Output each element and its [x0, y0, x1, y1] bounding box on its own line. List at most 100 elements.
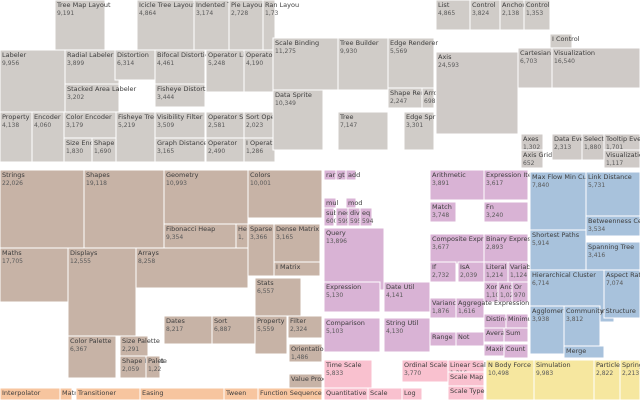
treemap-cell-label: Fn [486, 203, 494, 211]
treemap-cell-value: 2,059 [122, 366, 139, 373]
treemap-cell-label: Merge [566, 347, 586, 355]
treemap-cell [503, 343, 529, 359]
treemap-cell-value: 2,291 [122, 346, 139, 353]
treemap-cell [401, 387, 423, 400]
treemap-cell-label: Easing [142, 389, 164, 397]
treemap-cell-value: 4,461 [157, 60, 174, 67]
treemap-cell-label: Size Palette [122, 337, 160, 345]
treemap-cell [387, 37, 435, 89]
treemap-cell-label: N Body Force [488, 361, 531, 369]
treemap-cell-value: 1,690 [94, 148, 111, 155]
treemap-cell-value: 1,286 [246, 148, 263, 155]
treemap-cell-label: Control [472, 1, 496, 9]
treemap-cell-label: Property [257, 317, 285, 325]
treemap-cell-value: 7,147 [340, 122, 357, 129]
treemap-cell-label: IsA [460, 263, 470, 271]
treemap-cell [523, 0, 551, 31]
treemap-cell-label: Linear Scale [450, 361, 490, 369]
treemap-cell-label: Distortion [117, 51, 149, 59]
treemap-cell-label: mul [326, 199, 338, 207]
treemap-cell [383, 281, 431, 313]
treemap-cell [154, 137, 206, 163]
treemap-cell-label: Binary Expression [486, 235, 544, 243]
treemap-cell-label: Shape Palette [122, 357, 167, 365]
treemap-cell-value: 3,891 [432, 180, 449, 187]
treemap-cell-value: 2,490 [208, 148, 225, 155]
treemap-cell [551, 47, 640, 89]
treemap-cell [429, 169, 485, 201]
treemap-leaf: Tween [223, 387, 259, 400]
treemap-cell-label: Variance [432, 299, 460, 307]
treemap-cell [323, 281, 381, 313]
treemap-cell [533, 359, 595, 400]
treemap-cell [435, 51, 519, 135]
treemap-cell-label: div [350, 209, 360, 217]
treemap-cell-label: Palet [148, 357, 164, 365]
treemap-cell [67, 335, 117, 379]
treemap-cell-value: 3,938 [532, 316, 549, 323]
treemap-cell-value: 1,876 [432, 308, 449, 315]
treemap-cell-label: Betweenness Centrality [588, 217, 640, 225]
treemap-cell-label: Query [326, 229, 346, 237]
treemap-cell-label: Maths [2, 249, 22, 257]
treemap-cell [272, 37, 339, 91]
treemap-cell-value: 13,896 [326, 238, 347, 245]
treemap-cell [287, 315, 323, 339]
treemap-cell-label: Comparison [326, 319, 365, 327]
treemap-cell-label: List [438, 1, 450, 9]
treemap-leaf: Scale Type [447, 385, 485, 400]
treemap-cell [254, 277, 302, 317]
treemap-cell-label: Displays [70, 249, 98, 257]
treemap-cell [59, 387, 73, 400]
treemap-cell-label: Fisheye Distortion [157, 85, 215, 93]
treemap-cell-value: 3,770 [404, 370, 421, 377]
treemap-cell-label: range [326, 171, 345, 179]
treemap-cell-value: 4,141 [386, 292, 403, 299]
treemap-cell-label: Expression [326, 283, 361, 291]
treemap-cell-label: Dates [166, 317, 186, 325]
treemap-cell [429, 201, 457, 223]
treemap-cell-label: Color Encoder [66, 113, 112, 121]
treemap-cell [585, 215, 640, 237]
treemap-cell-value: 3,416 [588, 252, 605, 259]
treemap-leaf: Aspect Ratio Banker7,074 [603, 269, 640, 319]
treemap-cell [603, 269, 640, 319]
treemap-cell-value: 4,190 [246, 60, 263, 67]
treemap-cell [272, 89, 324, 151]
treemap-cell [135, 247, 249, 289]
treemap-cell-label: Particle [596, 361, 620, 369]
treemap-leaf: Average [483, 327, 513, 343]
treemap-cell-value: 3,534 [588, 226, 605, 233]
treemap-cell-label: Icicle Tree Layout [139, 1, 196, 9]
treemap-cell-label: Shortest Paths [532, 231, 580, 239]
treemap-cell-value: 1,117 [606, 160, 623, 167]
treemap-cell-label: Cartesian Axes [520, 49, 569, 57]
treemap-cell [247, 169, 323, 219]
treemap-cell [483, 169, 529, 201]
treemap-cell-value: 4,130 [386, 328, 403, 335]
treemap-cell-label: Maximum [486, 345, 518, 353]
treemap-cell-label: Match [432, 203, 452, 211]
treemap-cell-value: 9,983 [536, 370, 553, 377]
treemap-cell [273, 261, 321, 277]
treemap-cell-value: 2,023 [246, 122, 263, 129]
treemap-cell-value: 9,191 [57, 10, 74, 17]
